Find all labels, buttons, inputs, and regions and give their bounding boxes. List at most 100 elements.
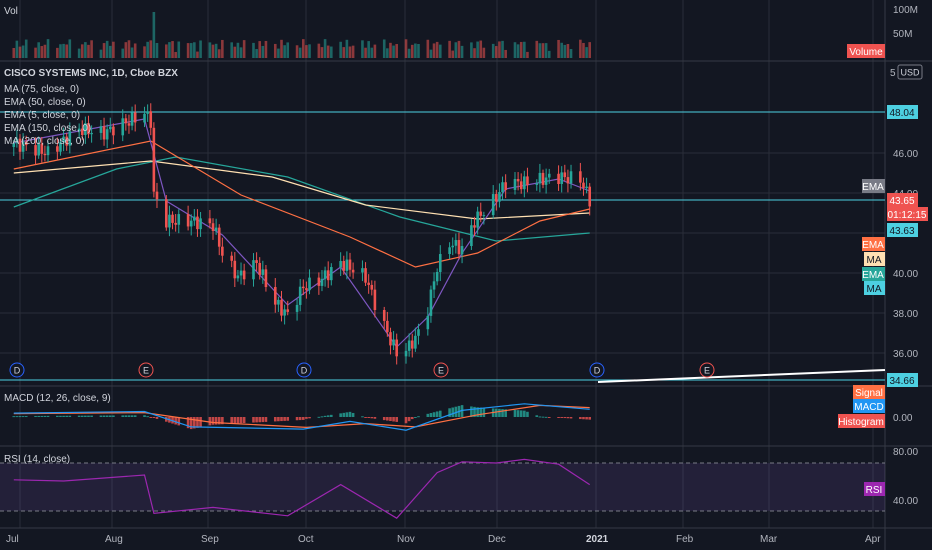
ma-badge-1[interactable]	[864, 252, 885, 266]
candle-body	[37, 143, 40, 156]
candle-body	[155, 191, 159, 200]
volume-bar	[367, 41, 370, 58]
x-tick-jul: Jul	[6, 534, 19, 545]
time-axis[interactable]: Jul Aug Sep Oct Nov Dec 2021 Feb Mar Apr	[6, 534, 881, 545]
macd-histogram-bar	[516, 410, 520, 417]
volume-bar	[541, 43, 545, 58]
macd-histogram-bar	[432, 412, 436, 417]
candle-body	[392, 339, 395, 346]
last-price-badge[interactable]	[887, 193, 918, 207]
macd-histogram-bar	[426, 413, 430, 417]
event-marker-e1[interactable]	[138, 362, 154, 378]
candle-body	[214, 227, 218, 231]
macd-histogram-bar	[579, 417, 582, 420]
level-bottom-badge[interactable]	[887, 373, 918, 387]
trend-line[interactable]	[597, 369, 886, 383]
macd-histogram-bar	[56, 415, 59, 417]
macd-histogram-bar	[264, 417, 268, 422]
volume-bar	[535, 40, 539, 58]
volume-bar	[426, 39, 430, 58]
candle-body	[501, 182, 504, 193]
candle-body	[373, 289, 377, 310]
macd-histogram-bar	[410, 417, 414, 420]
event-marker-d1[interactable]	[9, 362, 25, 378]
ema-badge-1-text: EMA	[862, 182, 884, 193]
macd-histogram-bar	[37, 415, 40, 417]
candle-body	[569, 171, 573, 184]
ema-badge-1[interactable]	[862, 179, 885, 193]
event-marker-e3[interactable]	[699, 362, 715, 378]
candle-body	[410, 340, 414, 349]
ema-badge-2-text: EMA	[862, 240, 884, 251]
ema-badge-3-text: EMA	[862, 270, 884, 281]
volume-bar	[43, 44, 47, 58]
histogram-badge[interactable]	[838, 414, 885, 428]
price-badges[interactable]: Volume 48.04 EMA 43.65 01:12:15 43.63 EM…	[838, 44, 928, 496]
event-marker-d3[interactable]	[589, 362, 605, 378]
event-markers[interactable]: D E D E D E	[9, 362, 715, 378]
macd-histogram-bar	[295, 417, 299, 421]
rsi-label[interactable]: RSI (14, close)	[4, 454, 70, 465]
ema-badge-2[interactable]	[862, 237, 885, 251]
macd-label[interactable]: MACD (12, 26, close, 9)	[4, 393, 111, 404]
macd-histogram-bar	[68, 415, 72, 417]
macd-badge[interactable]	[853, 399, 885, 413]
x-tick-2021: 2021	[586, 534, 609, 545]
volume-bar	[121, 48, 125, 58]
macd-histogram-bar	[588, 417, 592, 420]
macd-histogram-bar	[348, 411, 352, 417]
event-marker-e2[interactable]	[433, 362, 449, 378]
volume-bar	[130, 47, 134, 58]
indicator-label-ma200[interactable]: MA (200, close, 0)	[4, 136, 85, 147]
candle-body	[84, 123, 87, 135]
volume-bar	[199, 40, 202, 58]
macd-histogram-bar	[308, 417, 311, 419]
volume-bar	[448, 40, 451, 58]
ema-badge-3[interactable]	[862, 267, 885, 281]
indicator-label-ema5[interactable]: EMA (5, close, 0)	[4, 110, 80, 121]
rsi-badge[interactable]	[864, 482, 885, 496]
macd-histogram-bar	[557, 417, 560, 418]
macd-histogram-bar	[127, 415, 131, 417]
indicator-label-ema50[interactable]: EMA (50, close, 0)	[4, 97, 86, 108]
macd-histogram-bar	[370, 417, 374, 419]
volume-bar	[516, 44, 520, 58]
candle-body	[351, 269, 355, 273]
currency-box[interactable]	[897, 64, 923, 80]
macd-histogram-bar	[193, 417, 196, 429]
macd-histogram-bar	[320, 416, 324, 418]
ma-badge-2[interactable]	[864, 281, 885, 295]
macd-histogram-bar	[345, 412, 349, 417]
volume-bar	[295, 45, 299, 58]
candle-body	[283, 309, 286, 316]
symbol-title[interactable]: CISCO SYSTEMS INC, 1D, Cboe BZX	[4, 68, 178, 79]
candle-body	[236, 275, 240, 279]
candle-body	[491, 194, 495, 216]
volume-badge[interactable]	[847, 44, 885, 58]
volume-bar	[46, 39, 50, 58]
candle-body	[242, 270, 246, 280]
macd-histogram-bar	[482, 407, 486, 417]
indicator-label-ema150[interactable]: EMA (150, close, 0)	[4, 123, 91, 134]
volume-bar	[569, 49, 573, 58]
volume-bar	[519, 41, 523, 58]
volume-bar	[342, 47, 346, 58]
volume-bar	[317, 43, 321, 58]
volume-bar	[252, 42, 255, 58]
level-mid-badge[interactable]	[887, 223, 918, 237]
volume-bar	[348, 46, 352, 58]
macd-histogram-bar	[513, 409, 517, 417]
volume-bar	[233, 46, 237, 58]
signal-badge[interactable]	[853, 385, 885, 399]
volume-bar	[495, 46, 498, 58]
candle-body	[221, 246, 224, 256]
event-marker-d2[interactable]	[296, 362, 312, 378]
volume-bar	[323, 39, 327, 58]
candle-body	[68, 131, 72, 146]
macd-histogram-bar	[504, 409, 507, 417]
level-top-badge[interactable]	[887, 105, 918, 119]
macd-tick-0: 0.00	[893, 413, 913, 424]
indicator-label-ma75[interactable]: MA (75, close, 0)	[4, 84, 79, 95]
macd-histogram-bar	[18, 416, 22, 418]
